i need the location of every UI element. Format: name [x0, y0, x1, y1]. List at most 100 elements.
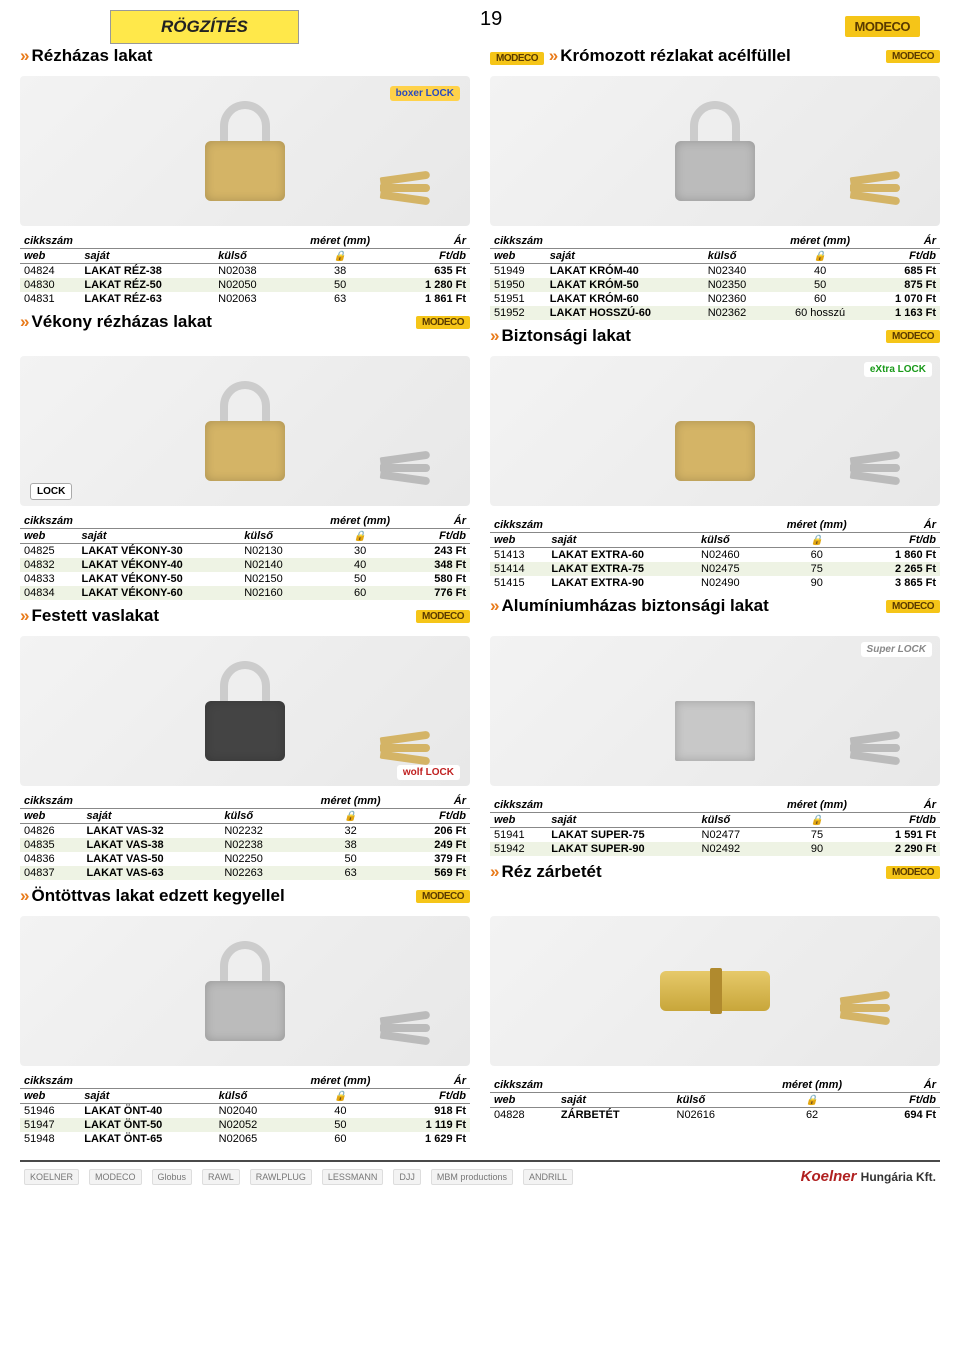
footer-brand: MBM productions	[431, 1169, 513, 1185]
product-table: cikkszámméret (mm)Árwebsajátkülső🔒Ft/db0…	[20, 514, 470, 600]
cell-meret: 30	[310, 544, 411, 559]
footer-brand: Globus	[152, 1169, 193, 1185]
product-image	[490, 76, 940, 226]
cell-kulso: N02490	[697, 576, 766, 590]
table-row: 04825LAKAT VÉKONY-30N0213030243 Ft	[20, 544, 470, 559]
cell-kulso: N02040	[215, 1104, 288, 1119]
table-row: 04831LAKAT RÉZ-63N02063631 861 Ft	[20, 292, 470, 306]
cell-sajat: LAKAT RÉZ-50	[80, 278, 214, 292]
cell-kulso: N02150	[240, 572, 309, 586]
section-title: »Rézházas lakat	[20, 46, 152, 66]
table-row: 04833LAKAT VÉKONY-50N0215050580 Ft	[20, 572, 470, 586]
cell-meret: 40	[771, 264, 869, 279]
footer-brand: MODECO	[89, 1169, 142, 1185]
lock-badge: LOCK	[30, 483, 72, 500]
product-image	[490, 916, 940, 1066]
cell-sajat: LAKAT VAS-38	[82, 838, 220, 852]
section-title: »Öntöttvas lakat edzett kegyellel	[20, 886, 285, 906]
product-table: cikkszámméret (mm)Árwebsajátkülső🔒Ft/db0…	[20, 794, 470, 880]
cell-ar: 1 860 Ft	[867, 548, 940, 563]
cell-kulso: N02250	[220, 852, 295, 866]
footer-brand: KOELNER	[24, 1169, 79, 1185]
cell-kulso: N02340	[704, 264, 771, 279]
boxer-badge: boxer LOCK	[390, 86, 460, 101]
cell-ar: 1 070 Ft	[869, 292, 940, 306]
table-row: 51950LAKAT KRÓM-50N0235050875 Ft	[490, 278, 940, 292]
product-image: LOCK	[20, 356, 470, 506]
title-text: Festett vaslakat	[31, 606, 159, 625]
row4-tables: cikkszámméret (mm)Árwebsajátkülső🔒Ft/db5…	[20, 1074, 940, 1146]
modeco-icon: MODECO	[416, 610, 470, 623]
cell-meret: 40	[310, 558, 411, 572]
cell-web: 51951	[490, 292, 546, 306]
section-title-row: »Rézházas lakat	[20, 46, 470, 66]
cell-web: 04828	[490, 1108, 557, 1123]
cell-web: 04824	[20, 264, 80, 279]
product-table: cikkszámméret (mm)Árwebsajátkülső🔒Ft/db5…	[490, 234, 940, 320]
cell-web: 04826	[20, 824, 82, 839]
row1-images: boxer LOCK	[20, 70, 940, 234]
cell-meret: 90	[766, 576, 867, 590]
cell-sajat: LAKAT EXTRA-90	[547, 576, 697, 590]
cell-kulso: N02063	[214, 292, 287, 306]
cell-ar: 1 861 Ft	[393, 292, 470, 306]
section-title-row: MODECO »Krómozott rézlakat acélfüllel MO…	[490, 46, 940, 66]
table-row: 51415LAKAT EXTRA-90N02490903 865 Ft	[490, 576, 940, 590]
row1-titles: »Rézházas lakat MODECO »Krómozott rézlak…	[20, 40, 940, 70]
cell-sajat: LAKAT ÖNT-50	[80, 1118, 214, 1132]
product-image	[20, 916, 470, 1066]
footer-company: Koelner Hungária Kft.	[801, 1168, 936, 1185]
cell-web: 04825	[20, 544, 77, 559]
cell-web: 51949	[490, 264, 546, 279]
cell-ar: 243 Ft	[411, 544, 470, 559]
modeco-icon: MODECO	[416, 890, 470, 903]
cell-kulso: N02492	[698, 842, 767, 856]
cell-ar: 1 591 Ft	[867, 828, 940, 843]
row3-images: wolf LOCK Super LOCK	[20, 630, 940, 794]
cell-kulso: N02350	[704, 278, 771, 292]
cell-meret: 60 hosszú	[771, 306, 869, 320]
row1-tables: cikkszámméret (mm)Árwebsajátkülső🔒Ft/db0…	[20, 234, 940, 350]
cell-web: 04831	[20, 292, 80, 306]
cell-meret: 90	[767, 842, 868, 856]
cell-kulso: N02360	[704, 292, 771, 306]
table-row: 51413LAKAT EXTRA-60N02460601 860 Ft	[490, 548, 940, 563]
cell-kulso: N02232	[220, 824, 295, 839]
cell-ar: 1 629 Ft	[393, 1132, 470, 1146]
cell-meret: 75	[766, 562, 867, 576]
cell-meret: 50	[287, 1118, 393, 1132]
cell-meret: 50	[310, 572, 411, 586]
cell-web: 51952	[490, 306, 546, 320]
cell-web: 04830	[20, 278, 80, 292]
cell-sajat: LAKAT SUPER-90	[547, 842, 697, 856]
cell-meret: 63	[287, 292, 393, 306]
cell-sajat: LAKAT HOSSZÚ-60	[546, 306, 704, 320]
wolf-badge: wolf LOCK	[397, 765, 460, 780]
product-image: wolf LOCK	[20, 636, 470, 786]
cell-web: 04833	[20, 572, 77, 586]
cell-sajat: LAKAT VAS-50	[82, 852, 220, 866]
title-text: Réz zárbetét	[501, 862, 601, 881]
cell-web: 51415	[490, 576, 547, 590]
cell-meret: 32	[296, 824, 406, 839]
cell-sajat: LAKAT ÖNT-40	[80, 1104, 214, 1119]
section-title: MODECO »Krómozott rézlakat acélfüllel	[490, 46, 791, 66]
title-text: Öntöttvas lakat edzett kegyellel	[31, 886, 284, 905]
cell-ar: 2 290 Ft	[867, 842, 940, 856]
row4-images	[20, 910, 940, 1074]
section-title-row: »Alumíniumházas biztonsági lakat MODECO	[490, 596, 940, 616]
cell-sajat: LAKAT SUPER-75	[547, 828, 697, 843]
cell-sajat: LAKAT EXTRA-75	[547, 562, 697, 576]
cell-kulso: N02038	[214, 264, 287, 279]
cell-sajat: LAKAT VAS-63	[82, 866, 220, 880]
product-image: Super LOCK	[490, 636, 940, 786]
section-title: »Réz zárbetét	[490, 862, 602, 882]
table-row: 51941LAKAT SUPER-75N02477751 591 Ft	[490, 828, 940, 843]
header-tab: RÖGZÍTÉS	[110, 10, 299, 44]
product-table: cikkszámméret (mm)Árwebsajátkülső🔒Ft/db5…	[20, 1074, 470, 1146]
cell-sajat: LAKAT KRÓM-40	[546, 264, 704, 279]
cell-sajat: LAKAT VÉKONY-60	[77, 586, 240, 600]
title-text: Alumíniumházas biztonsági lakat	[501, 596, 768, 615]
cell-ar: 580 Ft	[411, 572, 470, 586]
cell-ar: 685 Ft	[869, 264, 940, 279]
